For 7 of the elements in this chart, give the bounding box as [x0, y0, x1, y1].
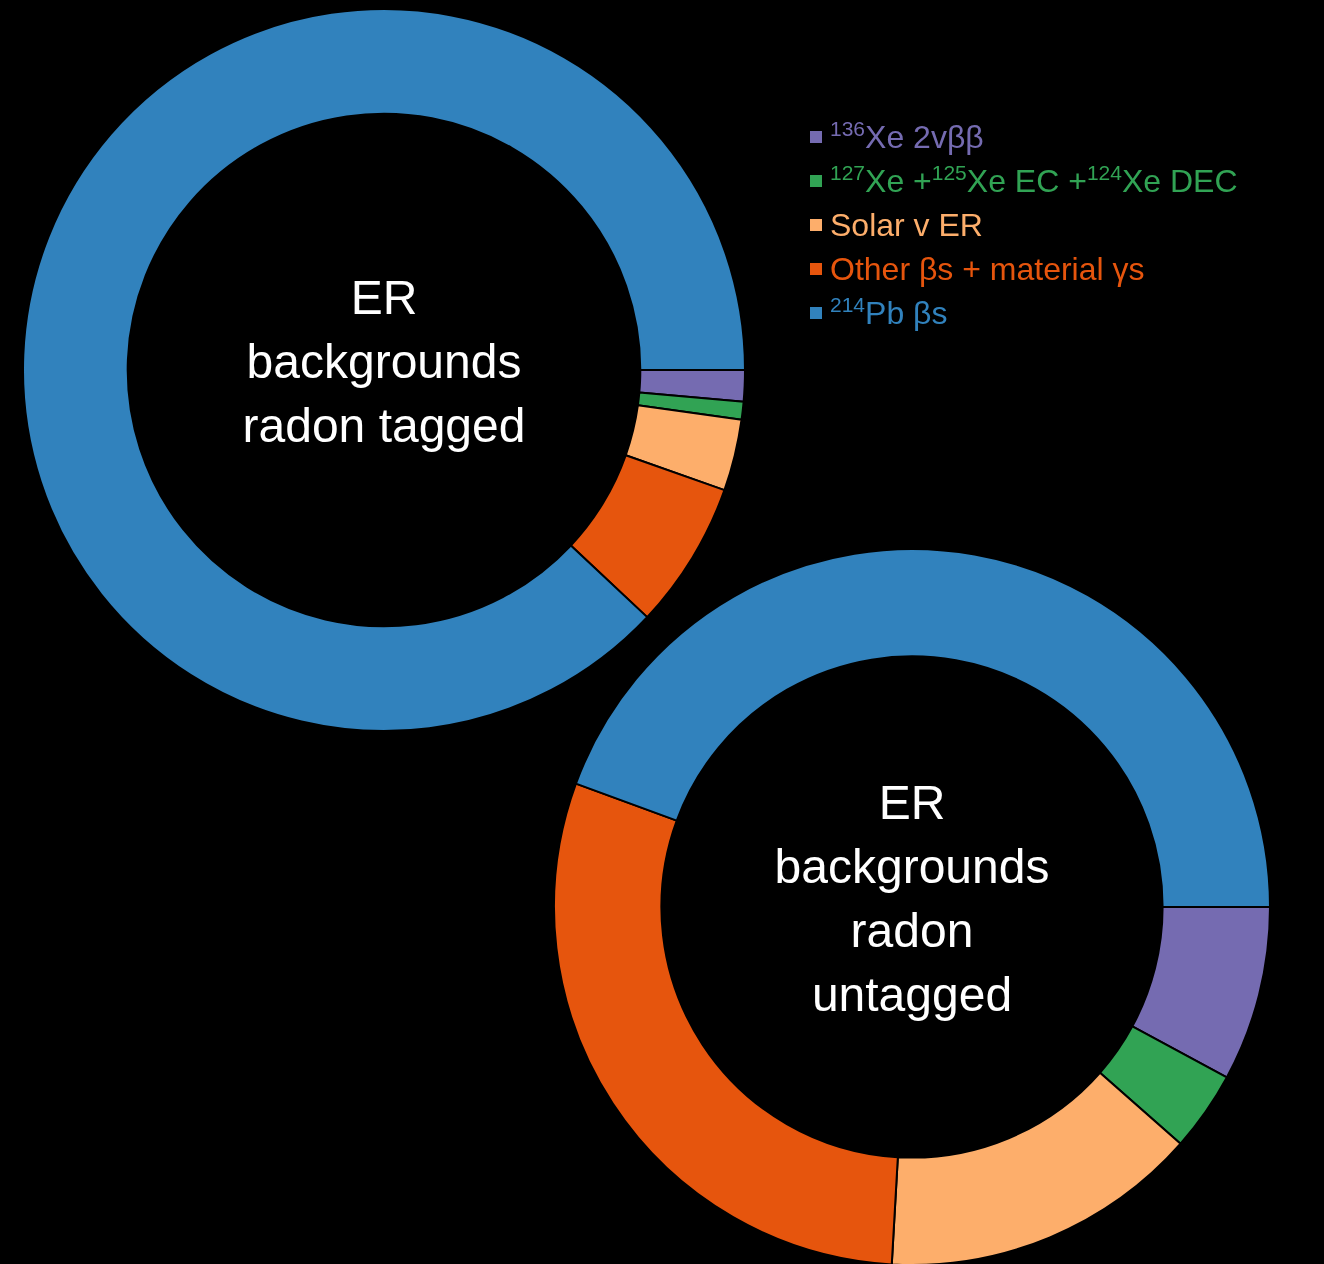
- legend-label: Other βs + material γs: [830, 250, 1145, 289]
- legend-label: $^{136}$Xe 2vββ: [830, 116, 984, 157]
- legend-label: Solar v ER: [830, 206, 983, 245]
- legend-label: $^{127}$Xe +$^{125}$Xe EC +$^{124}$Xe DEC: [830, 160, 1238, 201]
- slice-label: ER backgrounds radon tagged: [241, 270, 527, 454]
- slice-label: ER backgrounds radon untagged: [773, 775, 1051, 1023]
- legend-label: $^{214}$Pb βs: [830, 292, 948, 333]
